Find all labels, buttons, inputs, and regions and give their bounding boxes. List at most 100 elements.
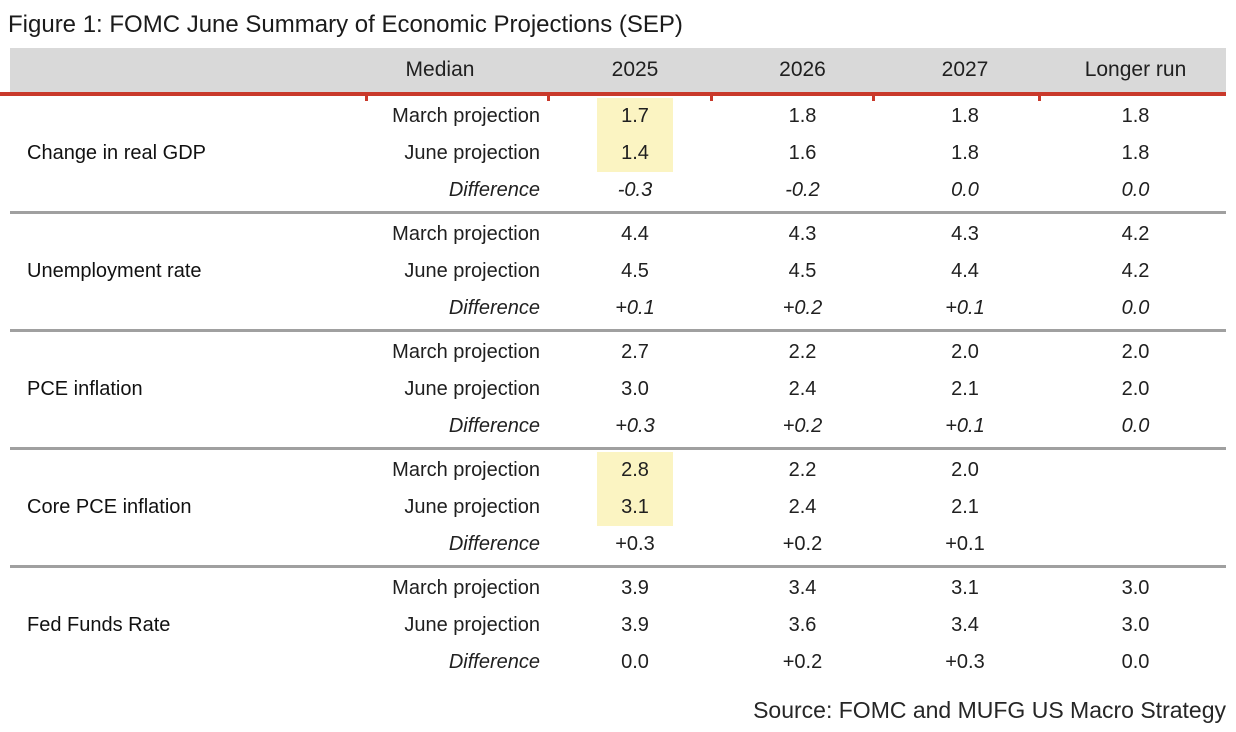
group-separator	[10, 211, 1226, 214]
value-cell	[1045, 489, 1226, 526]
row-label: March projection	[392, 577, 540, 599]
value-cell	[1045, 452, 1226, 489]
value-cell: 3.1	[951, 577, 979, 599]
row-label-difference: Difference	[448, 297, 540, 319]
tick-mark	[1038, 96, 1041, 101]
group-separator	[10, 565, 1226, 568]
header-cell-2026: 2026	[779, 58, 826, 81]
group-label: PCE inflation	[27, 378, 143, 400]
value-cell: 2.2	[788, 459, 817, 481]
value-cell: 1.8	[1121, 142, 1150, 164]
tick-mark	[710, 96, 713, 101]
value-cell: +0.2	[782, 297, 823, 319]
value-cell: +0.2	[782, 651, 823, 673]
source-credit: Source: FOMC and MUFG US Macro Strategy	[753, 697, 1226, 723]
value-cell: +0.3	[615, 533, 655, 555]
value-cell: +0.2	[782, 415, 823, 437]
header-cell-2025: 2025	[611, 58, 659, 81]
value-cell: 3.0	[1121, 614, 1150, 636]
value-cell: 3.6	[788, 614, 817, 636]
value-cell: 3.9	[621, 577, 649, 599]
value-cell: 0.0	[1121, 297, 1150, 319]
value-cell: 4.5	[621, 260, 649, 282]
group-label: Fed Funds Rate	[27, 614, 171, 636]
value-cell: 3.9	[621, 614, 649, 636]
value-cell: +0.1	[615, 297, 655, 319]
value-cell: 1.8	[1121, 105, 1150, 127]
value-cell: 0.0	[1121, 179, 1150, 201]
value-cell: 4.4	[621, 223, 649, 245]
row-label: March projection	[392, 223, 540, 245]
value-cell: +0.1	[945, 533, 985, 555]
value-cell: 2.0	[951, 459, 979, 481]
figure-title: Figure 1: FOMC June Summary of Economic …	[8, 11, 683, 38]
value-cell: 1.6	[788, 142, 817, 164]
header-cell-longer-run: Longer run	[1084, 58, 1187, 81]
highlight-cell: 1.4	[550, 135, 720, 172]
value-cell: 0.0	[621, 651, 649, 673]
value-cell: +0.3	[615, 415, 655, 437]
value-cell: -0.2	[785, 179, 820, 201]
value-cell: +0.1	[945, 415, 985, 437]
value-cell: 3.4	[788, 577, 817, 599]
group-label: Core PCE inflation	[27, 496, 192, 518]
row-label: March projection	[392, 459, 540, 481]
group-separator	[10, 447, 1226, 450]
value-cell: 4.3	[788, 223, 817, 245]
value-cell	[1045, 526, 1226, 563]
value-cell: 0.0	[951, 179, 979, 201]
group-separator	[10, 329, 1226, 332]
row-label: March projection	[392, 105, 540, 127]
table-header-row: Median 2025 2026 2027 Longer run	[10, 48, 1226, 92]
group-pce-inflation: PCE inflation March projection 2.7 2.2 2…	[10, 334, 1226, 445]
projections-table: Median 2025 2026 2027 Longer run Change …	[0, 48, 1226, 725]
group-unemployment-rate: Unemployment rate March projection 4.4 4…	[10, 216, 1226, 327]
value-cell: 1.8	[951, 142, 979, 164]
group-core-pce-inflation: Core PCE inflation March projection 2.8 …	[10, 452, 1226, 563]
row-label: June projection	[404, 614, 540, 636]
tick-mark	[547, 96, 550, 101]
value-cell: 4.4	[951, 260, 979, 282]
group-change-in-real-gdp: Change in real GDP March projection 1.7 …	[10, 98, 1226, 209]
group-fed-funds-rate: Fed Funds Rate March projection 3.9 3.4 …	[10, 570, 1226, 681]
value-cell: 4.2	[1121, 260, 1150, 282]
value-cell: 0.0	[1121, 651, 1150, 673]
value-cell: 1.8	[951, 105, 979, 127]
row-label: June projection	[404, 378, 540, 400]
value-cell: 3.4	[951, 614, 979, 636]
row-label: June projection	[404, 260, 540, 282]
value-cell: 3.0	[621, 378, 649, 400]
row-label-difference: Difference	[448, 415, 540, 437]
value-cell: 2.4	[788, 496, 817, 518]
row-label-difference: Difference	[448, 533, 540, 555]
value-cell: 2.2	[788, 341, 817, 363]
row-label-difference: Difference	[448, 179, 540, 201]
group-label: Unemployment rate	[27, 260, 202, 282]
red-divider-rule	[0, 92, 1226, 101]
value-cell: 2.1	[951, 378, 979, 400]
row-label-difference: Difference	[448, 651, 540, 673]
header-cell-2027: 2027	[941, 58, 989, 81]
value-cell: 2.1	[951, 496, 979, 518]
value-cell: 0.0	[1121, 415, 1150, 437]
tick-mark	[872, 96, 875, 101]
group-label: Change in real GDP	[27, 142, 206, 164]
value-cell: 4.5	[788, 260, 817, 282]
header-cell-empty	[10, 48, 330, 92]
row-label: June projection	[404, 142, 540, 164]
value-cell: 2.7	[621, 341, 649, 363]
value-cell: +0.1	[945, 297, 985, 319]
value-cell: 2.4	[788, 378, 817, 400]
highlight-cell: 2.8	[550, 452, 720, 489]
tick-mark	[365, 96, 368, 101]
header-cell-median: Median	[405, 58, 475, 81]
row-label: June projection	[404, 496, 540, 518]
value-cell: 1.8	[788, 105, 817, 127]
value-cell: 3.0	[1121, 577, 1150, 599]
value-cell: 2.0	[1121, 341, 1150, 363]
value-cell: +0.3	[945, 651, 985, 673]
value-cell: 4.3	[951, 223, 979, 245]
value-cell: +0.2	[782, 533, 823, 555]
value-cell: 2.0	[951, 341, 979, 363]
highlight-cell: 1.7	[550, 98, 720, 135]
